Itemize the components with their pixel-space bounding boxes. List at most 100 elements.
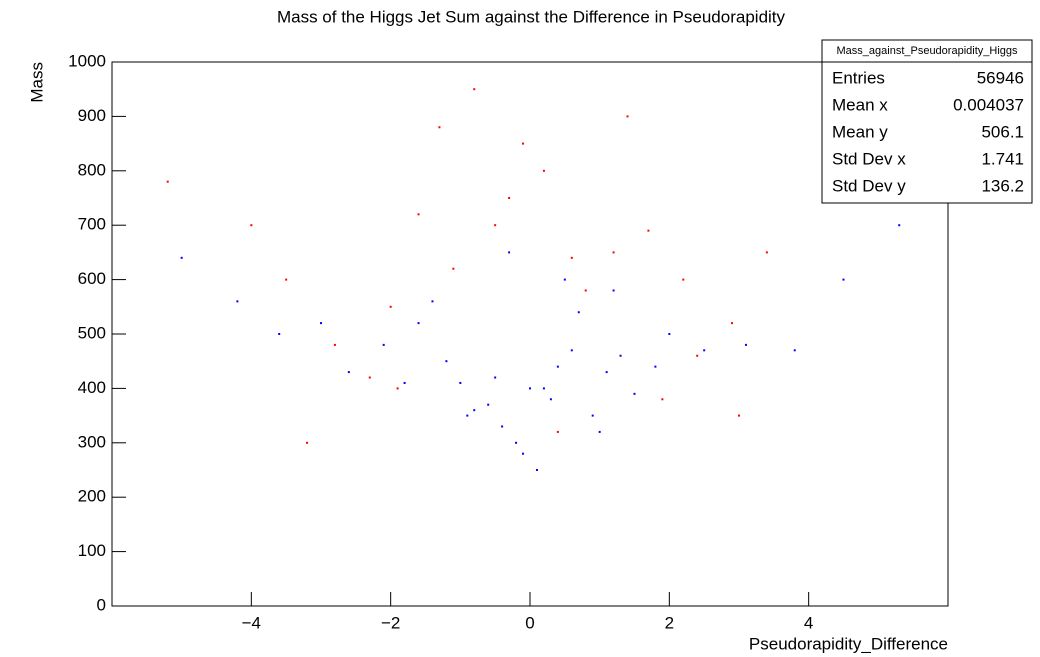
point [661, 398, 664, 401]
point [501, 425, 504, 428]
point [459, 381, 462, 384]
y-tick-label: 200 [78, 487, 106, 506]
point [382, 343, 385, 346]
x-tick-label: −2 [381, 613, 400, 632]
point [605, 371, 608, 374]
y-tick-label: 600 [78, 269, 106, 288]
stats-box [821, 39, 1033, 204]
point [542, 387, 545, 390]
point [452, 267, 455, 270]
point [473, 409, 476, 412]
point [285, 278, 288, 281]
y-tick-label: 700 [78, 215, 106, 234]
y-tick-label: 500 [78, 323, 106, 342]
point [320, 322, 322, 325]
point [466, 414, 469, 417]
point [417, 213, 420, 216]
point [166, 180, 169, 183]
stats-value: 136.2 [981, 176, 1024, 195]
stats-label: Entries [832, 68, 885, 87]
point [898, 224, 901, 227]
point [633, 392, 636, 395]
point [306, 441, 309, 444]
point [556, 365, 559, 368]
stats-value: 506.1 [981, 122, 1024, 141]
point [556, 430, 559, 433]
y-tick-label: 800 [78, 160, 106, 179]
point [612, 289, 615, 292]
point [522, 142, 525, 145]
y-tick-label: 900 [78, 106, 106, 125]
point [508, 197, 511, 199]
point [570, 256, 573, 259]
stats-label: Mean y [832, 122, 888, 141]
point [431, 300, 434, 303]
x-tick-label: 4 [804, 613, 813, 632]
point [549, 398, 552, 401]
point [612, 251, 615, 254]
point [668, 333, 671, 335]
stats-label: Std Dev x [832, 149, 906, 168]
point [542, 169, 545, 172]
point [333, 343, 336, 346]
point [508, 251, 511, 254]
y-tick-label: 400 [78, 378, 106, 397]
point [180, 256, 183, 259]
point [591, 414, 594, 417]
x-tick-label: 2 [665, 613, 674, 632]
x-tick-label: −4 [242, 613, 261, 632]
point [738, 414, 740, 417]
x-axis-label: Pseudorapidity_Difference [749, 634, 948, 653]
point [417, 322, 420, 325]
point [563, 278, 566, 281]
point [703, 349, 706, 352]
y-tick-label: 300 [78, 432, 106, 451]
point [654, 365, 657, 368]
point [278, 333, 281, 335]
stats-label: Mean x [832, 95, 888, 114]
point [487, 403, 490, 406]
y-tick-label: 100 [78, 541, 106, 560]
point [535, 469, 538, 471]
point [682, 278, 685, 281]
point [389, 305, 392, 308]
stats-label: Std Dev y [832, 176, 906, 195]
point [347, 371, 350, 374]
stats-title: Mass_against_Pseudorapidity_Higgs [837, 45, 1018, 57]
point [598, 430, 601, 433]
point [494, 224, 497, 227]
x-tick-label: 0 [525, 613, 534, 632]
point [696, 354, 699, 357]
point [577, 311, 580, 314]
point [515, 441, 518, 444]
point [765, 251, 768, 254]
point [619, 354, 622, 357]
y-tick-label: 1000 [68, 51, 106, 70]
stats-value: 0.004037 [953, 95, 1024, 114]
point [494, 376, 497, 379]
y-axis-label: Mass [27, 62, 46, 103]
y-tick-label: 0 [97, 595, 106, 614]
point [236, 300, 239, 303]
point [584, 289, 587, 292]
point [438, 126, 441, 129]
point [368, 376, 371, 379]
point [403, 381, 406, 384]
point [473, 88, 476, 91]
point [396, 387, 399, 390]
point [626, 115, 629, 118]
point [647, 229, 650, 232]
point [793, 349, 796, 352]
point [842, 278, 845, 281]
point [250, 224, 253, 227]
point [522, 452, 525, 455]
stats-value: 56946 [977, 68, 1024, 87]
chart-title: Mass of the Higgs Jet Sum against the Di… [277, 7, 786, 26]
point [445, 360, 448, 363]
stats-value: 1.741 [981, 149, 1024, 168]
point [744, 343, 747, 346]
point [731, 322, 734, 325]
point [570, 349, 573, 352]
point [529, 387, 531, 390]
